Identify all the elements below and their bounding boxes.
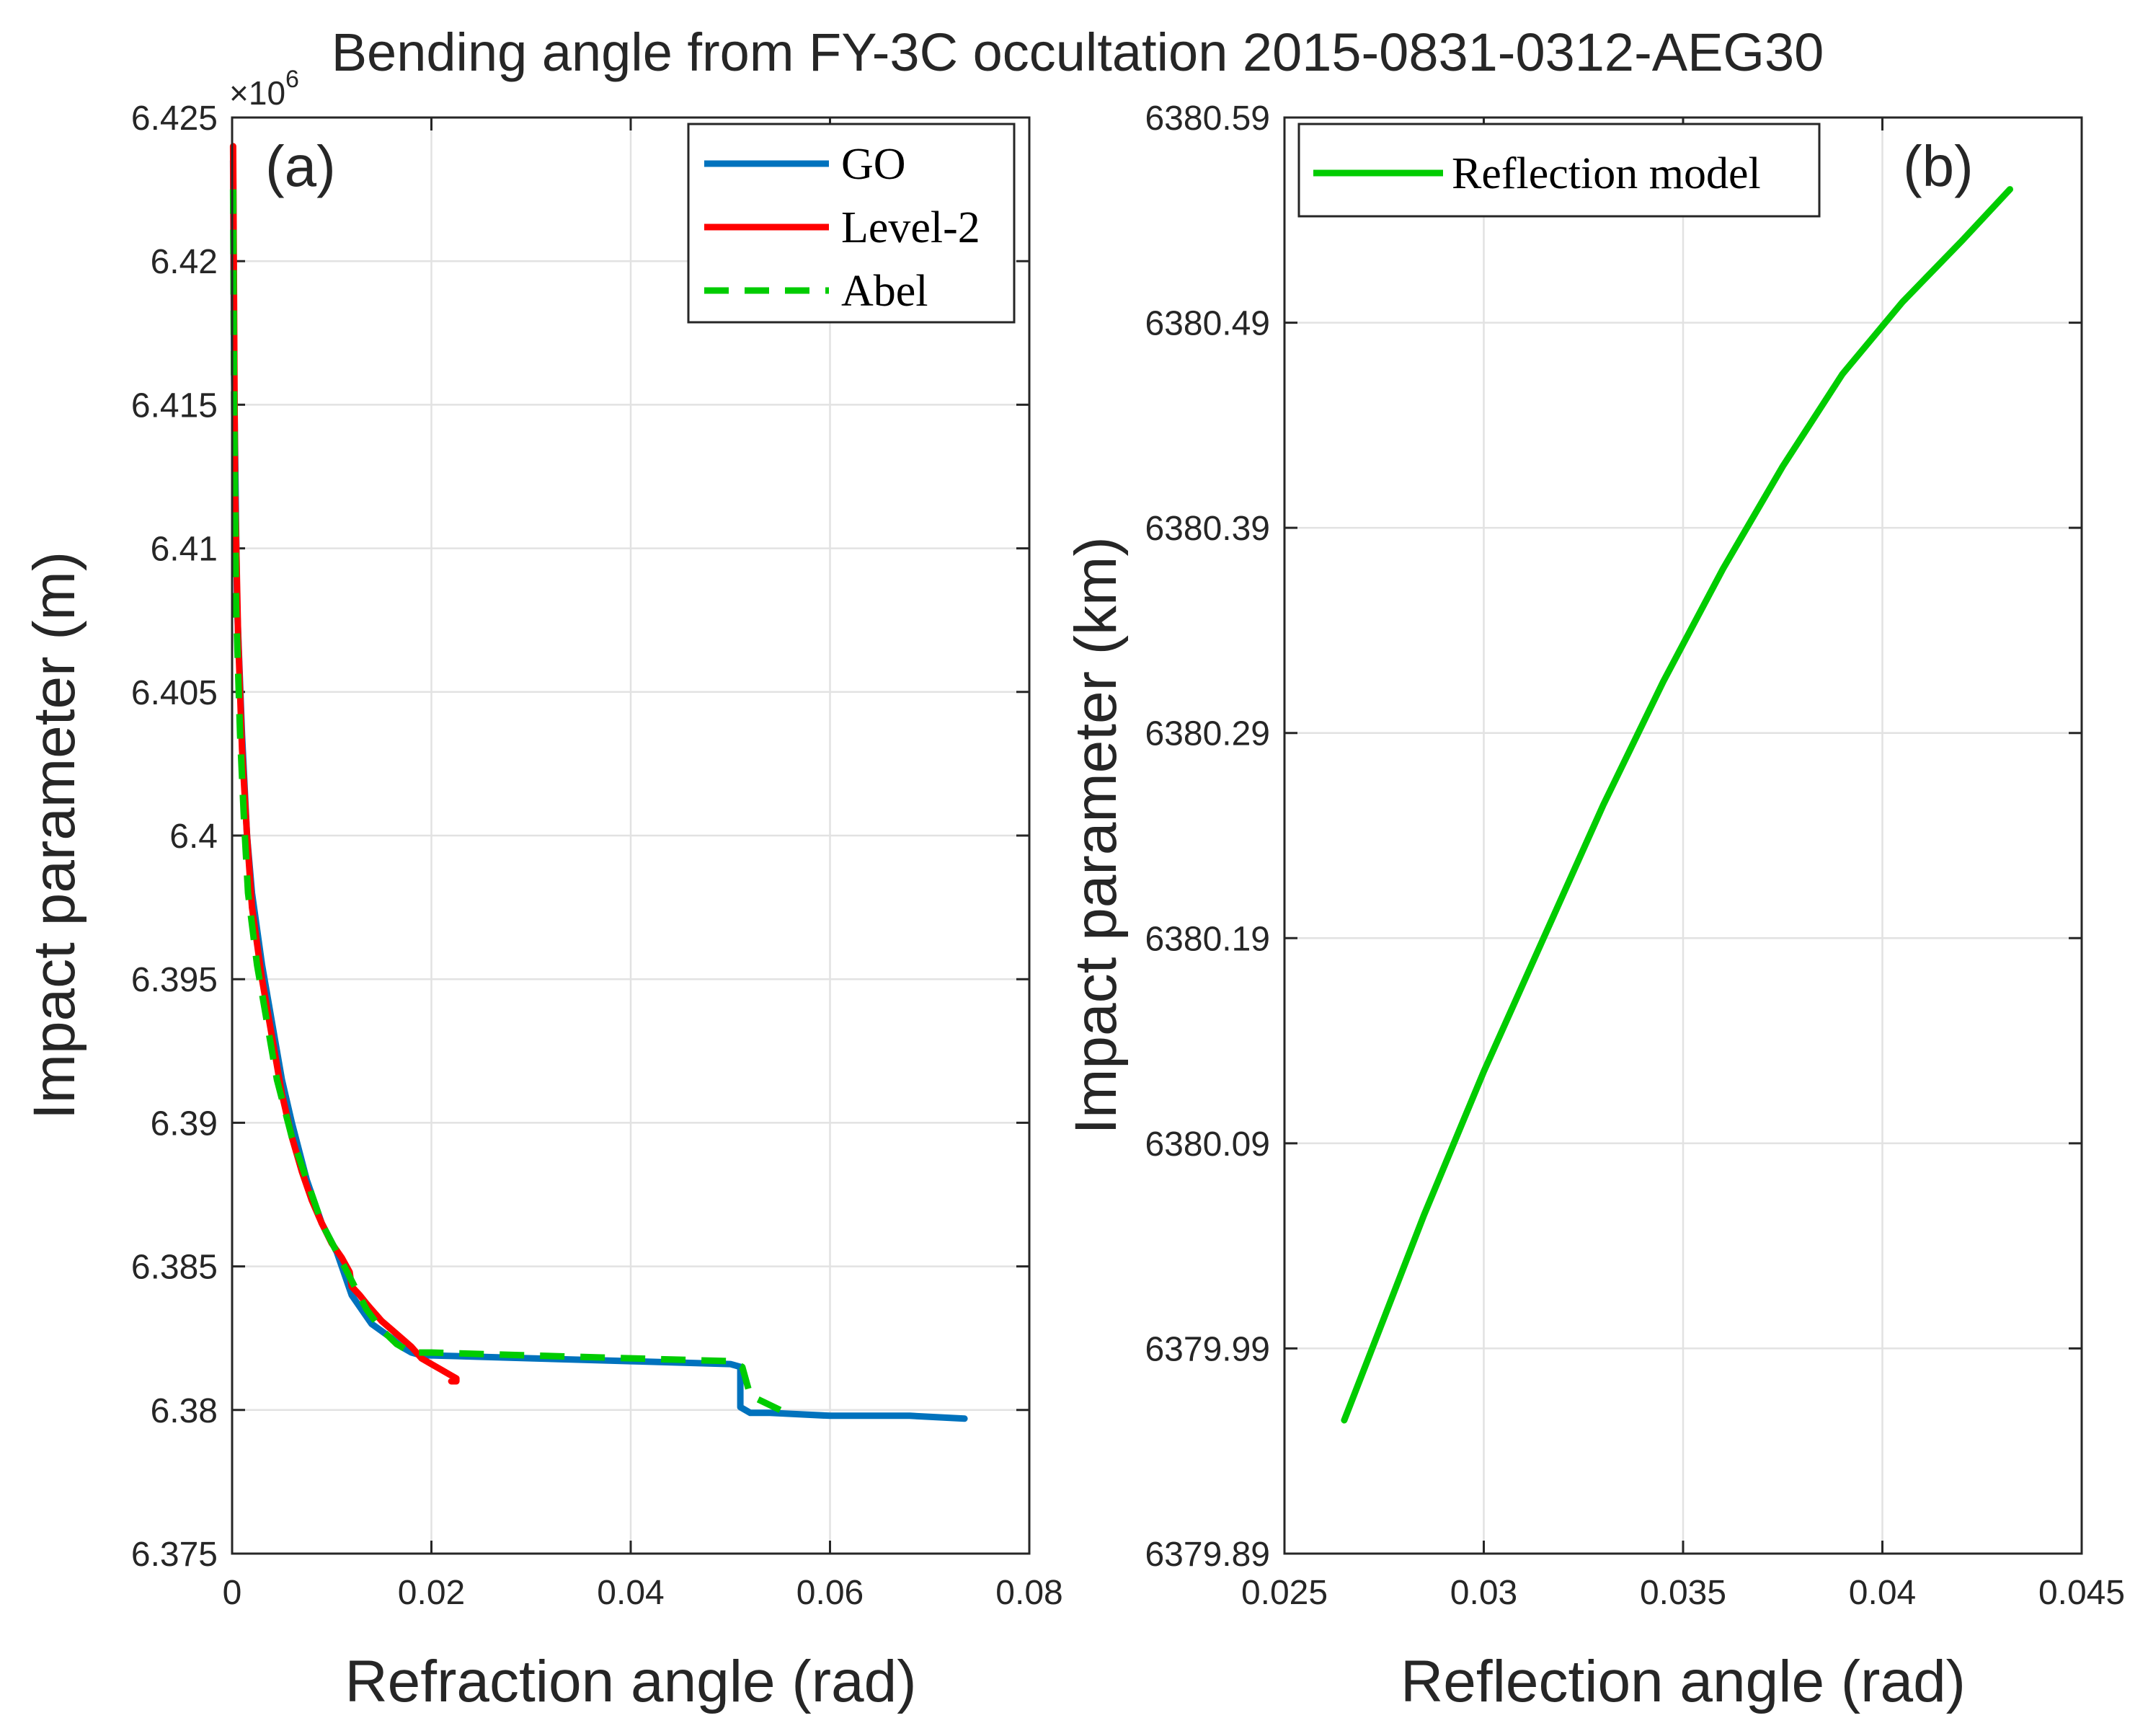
panel-a-y-exponent: ×106 [229, 66, 299, 112]
y-tick-label: 6380.49 [1145, 305, 1270, 343]
x-tick-label: 0.045 [2038, 1574, 2125, 1612]
panel-b-letter: (b) [1903, 134, 1974, 198]
y-tick-label: 6.385 [131, 1249, 218, 1287]
y-tick-label: 6380.29 [1145, 715, 1270, 753]
panel-b-xlabel: Reflection angle (rad) [1401, 1649, 1966, 1714]
y-tick-label: 6.41 [151, 531, 218, 569]
x-tick-label: 0.04 [597, 1574, 664, 1612]
series-line-level-2 [229, 143, 460, 1385]
panel-a-legend-box [687, 123, 1016, 324]
y-tick-label: 6.38 [151, 1392, 218, 1430]
panel-a-ylabel: Impact parameter (m) [22, 552, 87, 1120]
panel-a-legend: GO Level-2 Abel [687, 123, 1016, 324]
x-tick-label: 0.035 [1640, 1574, 1726, 1612]
panel-b-tick-labels: 0.025 0.03 0.035 0.04 0.045 6379.89 6379.99 638… [1145, 99, 2125, 1612]
y-tick-label: 6.405 [131, 674, 218, 712]
y-tick-label: 6.4 [169, 818, 218, 856]
y-tick-label: 6.425 [131, 99, 218, 138]
y-tick-label: 6.415 [131, 386, 218, 425]
panel-a-tick-labels: 0 0.02 0.04 0.06 0.08 6.375 6.38 6.385 6.39 6.395… [131, 99, 1063, 1612]
y-tick-label: 6.42 [151, 243, 218, 281]
y-tick-label: 6379.99 [1145, 1330, 1270, 1368]
y-exponent-power: 6 [285, 66, 299, 93]
x-tick-label: 0.08 [995, 1574, 1062, 1612]
x-tick-label: 0.03 [1450, 1574, 1517, 1612]
legend-entry-level-2: Level-2 [704, 203, 980, 252]
y-tick-label: 6.395 [131, 961, 218, 999]
legend-entry-abel: Abel [704, 267, 928, 316]
panel-b: 0.025 0.03 0.035 0.04 0.045 6379.89 6379.99 638… [1063, 99, 2125, 1714]
x-tick-label: 0.025 [1241, 1574, 1328, 1612]
y-exponent-base: ×10 [229, 74, 285, 112]
x-tick-label: 0.02 [398, 1574, 465, 1612]
panel-a-frame [231, 116, 1031, 1555]
series-line-go [229, 157, 968, 1422]
x-tick-label: 0 [223, 1574, 242, 1612]
legend-entry-go: GO [704, 140, 906, 189]
y-tick-label: 6380.09 [1145, 1125, 1270, 1164]
panel-b-grid [1283, 116, 2083, 1555]
panel-b-frame [1283, 116, 2083, 1555]
legend-entry-reflection-model: Reflection model [1313, 149, 1761, 198]
legend-label-abel: Abel [841, 267, 928, 316]
x-tick-label: 0.06 [796, 1574, 864, 1612]
legend-label-level-2: Level-2 [841, 203, 980, 252]
series-line-abel [229, 189, 782, 1413]
panel-a: 0 0.02 0.04 0.06 0.08 6.375 6.38 6.385 6.39 6.395… [22, 66, 1063, 1714]
y-tick-label: 6379.89 [1145, 1536, 1270, 1574]
panel-b-legend: Reflection model [1297, 123, 1821, 218]
panel-b-series [1341, 186, 2013, 1424]
panel-a-grid [231, 116, 1031, 1555]
figure-title: Bending angle from FY-3C occultation 201… [332, 22, 1824, 82]
y-tick-label: 6.39 [151, 1104, 218, 1143]
panel-a-series [229, 143, 968, 1422]
x-tick-label: 0.04 [1849, 1574, 1916, 1612]
panel-b-ylabel: Impact parameter (km) [1063, 536, 1129, 1134]
panel-a-xlabel: Refraction angle (rad) [345, 1649, 916, 1714]
legend-label-reflection-model: Reflection model [1452, 149, 1761, 198]
y-tick-label: 6380.59 [1145, 99, 1270, 138]
series-line-reflection-model [1341, 186, 2013, 1424]
panel-a-letter: (a) [265, 134, 336, 198]
y-tick-label: 6.375 [131, 1536, 218, 1574]
y-tick-label: 6380.19 [1145, 920, 1270, 958]
y-tick-label: 6380.39 [1145, 510, 1270, 548]
legend-label-go: GO [841, 140, 906, 189]
